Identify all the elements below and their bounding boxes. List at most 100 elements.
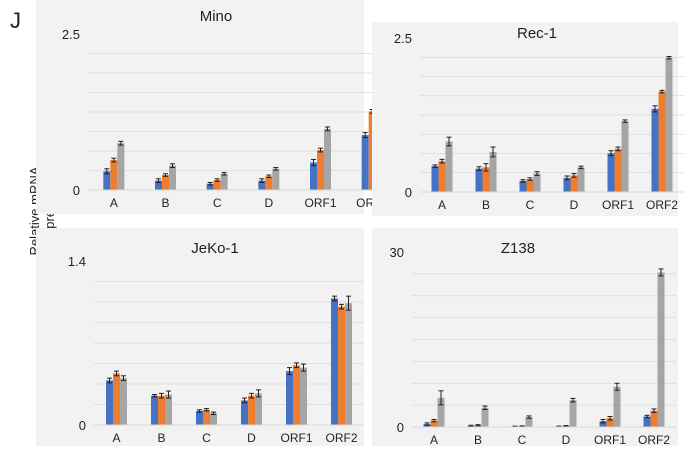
bar xyxy=(196,410,203,425)
bar xyxy=(258,180,266,190)
bar xyxy=(155,180,162,190)
bar xyxy=(475,168,483,192)
bar xyxy=(317,150,324,190)
bar xyxy=(255,393,262,425)
bar xyxy=(213,180,221,190)
bar xyxy=(431,166,439,192)
x-tick-label: B xyxy=(474,433,482,447)
bar xyxy=(599,421,607,427)
bar xyxy=(445,141,453,192)
bar xyxy=(110,160,118,190)
bar xyxy=(658,91,666,192)
bar xyxy=(563,177,571,192)
x-tick-label: ORF1 xyxy=(304,196,336,210)
bar xyxy=(203,409,210,425)
x-tick-label: A xyxy=(110,196,118,210)
bar xyxy=(438,161,446,192)
bar xyxy=(437,397,445,427)
bar xyxy=(310,162,317,190)
bar xyxy=(570,175,578,192)
bar xyxy=(533,173,541,192)
bar xyxy=(293,365,300,425)
y-tick-label: 0 xyxy=(397,420,404,435)
bar xyxy=(621,121,629,192)
chart-title: Rec-1 xyxy=(517,25,557,42)
bar xyxy=(607,153,615,192)
bar xyxy=(345,303,352,425)
y-tick-label: 0 xyxy=(73,183,80,198)
bar xyxy=(569,400,577,427)
x-tick-label: ORF2 xyxy=(638,433,670,447)
x-tick-label: ORF2 xyxy=(646,198,678,212)
x-tick-label: C xyxy=(518,433,527,447)
x-tick-label: B xyxy=(161,196,169,210)
bar xyxy=(577,167,585,192)
bar xyxy=(265,176,273,190)
bar xyxy=(272,168,280,190)
bar xyxy=(206,183,214,190)
bar xyxy=(338,306,345,425)
bar xyxy=(162,175,169,190)
bar xyxy=(526,179,534,192)
x-tick-label: D xyxy=(264,196,273,210)
chart-title: Mino xyxy=(200,8,233,25)
bar xyxy=(220,173,228,190)
bar xyxy=(300,367,307,425)
bar xyxy=(103,171,111,190)
bar xyxy=(657,272,665,427)
bar xyxy=(614,148,622,192)
bar xyxy=(665,57,673,192)
x-tick-label: ORF1 xyxy=(602,198,634,212)
bar xyxy=(117,143,125,190)
x-tick-label: C xyxy=(202,431,211,445)
bar xyxy=(158,395,165,425)
x-tick-label: A xyxy=(430,433,438,447)
x-tick-label: ORF1 xyxy=(594,433,626,447)
bar xyxy=(606,418,614,427)
panel-letter: J xyxy=(10,8,21,33)
bar xyxy=(331,298,338,425)
x-tick-label: A xyxy=(112,431,120,445)
chart-title: Z138 xyxy=(501,240,535,257)
bar xyxy=(120,378,127,425)
chart-panel-2: Rec-1 2.5 0 A B C D ORF1 ORF2 xyxy=(372,22,684,216)
bar xyxy=(165,394,172,425)
x-tick-label: ORF1 xyxy=(280,431,312,445)
bar xyxy=(210,413,217,425)
bar xyxy=(613,386,621,427)
x-tick-label: D xyxy=(247,431,256,445)
bar xyxy=(481,407,489,427)
bar xyxy=(361,135,369,190)
y-tick-label: 1.4 xyxy=(68,254,86,269)
y-tick-label: 0 xyxy=(79,418,86,433)
bar xyxy=(489,151,497,192)
bar xyxy=(643,416,651,427)
bar xyxy=(248,395,255,425)
bar xyxy=(482,167,490,192)
chart-panel-background xyxy=(36,0,364,214)
bar xyxy=(241,400,248,425)
bar xyxy=(525,417,533,427)
x-tick-label: D xyxy=(570,198,579,212)
y-tick-label: 2.5 xyxy=(62,27,80,42)
bar xyxy=(151,395,158,425)
chart-panel-4: Z138 30 0 A B C D ORF1 ORF2 xyxy=(372,228,678,447)
x-tick-label: ORF2 xyxy=(325,431,357,445)
bar xyxy=(519,180,527,192)
bar xyxy=(651,108,659,192)
x-tick-label: A xyxy=(438,198,446,212)
bar xyxy=(169,165,176,190)
bar xyxy=(430,420,438,427)
bar xyxy=(324,128,331,190)
bar xyxy=(113,373,120,425)
chart-title: JeKo-1 xyxy=(191,240,239,257)
chart-panel-3: JeKo-1 1.4 0 A B C D ORF1 ORF2 xyxy=(36,228,364,446)
x-tick-label: C xyxy=(526,198,535,212)
x-tick-label: B xyxy=(482,198,490,212)
y-tick-label: 30 xyxy=(390,245,404,260)
y-tick-label: 0 xyxy=(405,185,412,200)
bar xyxy=(286,371,293,425)
y-tick-label: 2.5 xyxy=(394,31,412,46)
